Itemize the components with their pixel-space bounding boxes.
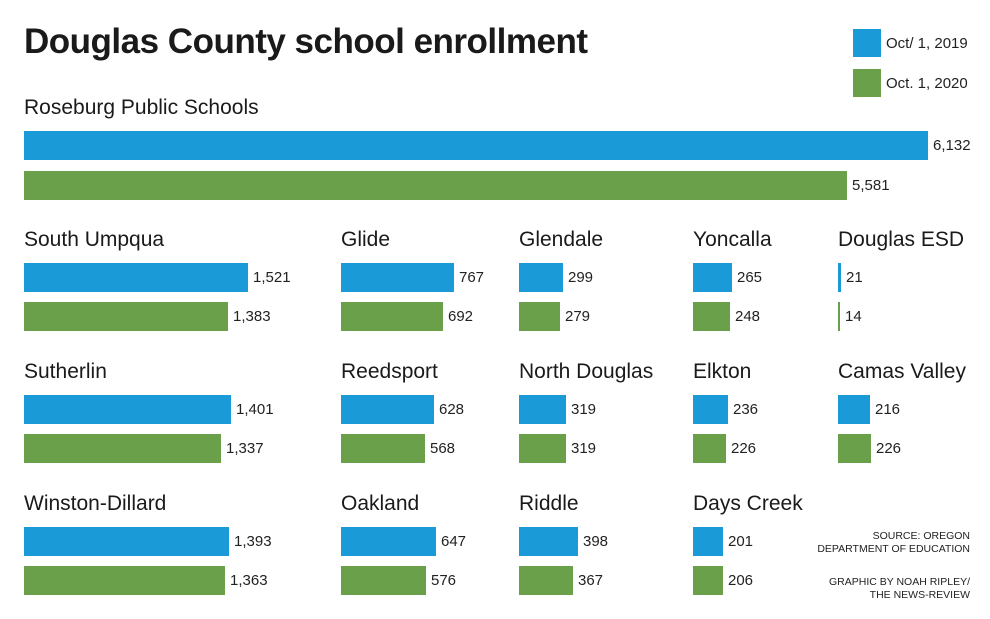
- bar-days-creek-2019: [693, 527, 723, 556]
- value-label-douglas-esd-2020: 14: [845, 308, 862, 325]
- panel-title-days-creek: Days Creek: [693, 492, 803, 515]
- panel-title-reedsport: Reedsport: [341, 360, 438, 383]
- value-label-winston-dillard-2019: 1,393: [234, 533, 272, 550]
- value-label-sutherlin-2020: 1,337: [226, 440, 264, 457]
- value-label-yoncalla-2019: 265: [737, 269, 763, 286]
- bar-north-douglas-2020: [519, 434, 566, 463]
- panel-title-riddle: Riddle: [519, 492, 579, 515]
- panel-title-elkton: Elkton: [693, 360, 752, 383]
- chart-title: Douglas County school enrollment: [24, 22, 588, 61]
- legend-label-2020: Oct. 1, 2020: [886, 74, 968, 92]
- bar-south-umpqua-2020: [24, 302, 228, 331]
- value-label-elkton-2019: 236: [733, 401, 759, 418]
- panel-title-glide: Glide: [341, 228, 391, 251]
- bar-sutherlin-2020: [24, 434, 221, 463]
- bar-yoncalla-2020: [693, 302, 730, 331]
- bar-douglas-esd-2019: [838, 263, 841, 292]
- bar-oakland-2020: [341, 566, 426, 595]
- value-label-oakland-2019: 647: [441, 533, 467, 550]
- bar-camas-valley-2020: [838, 434, 871, 463]
- panel-title-south-umpqua: South Umpqua: [24, 228, 165, 251]
- value-label-south-umpqua-2019: 1,521: [253, 269, 291, 286]
- panel-title-yoncalla: Yoncalla: [693, 228, 772, 251]
- panel-title-glendale: Glendale: [519, 228, 604, 251]
- value-label-sutherlin-2019: 1,401: [236, 401, 274, 418]
- bar-roseburg-public-schools-2019: [24, 131, 928, 160]
- bar-elkton-2020: [693, 434, 726, 463]
- value-label-north-douglas-2019: 319: [571, 401, 597, 418]
- bar-reedsport-2020: [341, 434, 425, 463]
- legend-item-2019: Oct/ 1, 2019: [853, 29, 968, 57]
- value-label-oakland-2020: 576: [431, 572, 457, 589]
- bar-south-umpqua-2019: [24, 263, 248, 292]
- bar-douglas-esd-2020: [838, 302, 840, 331]
- panel-title-camas-valley: Camas Valley: [838, 360, 966, 383]
- panel-title-sutherlin: Sutherlin: [24, 360, 107, 383]
- legend-swatch-2020: [853, 69, 881, 97]
- value-label-glendale-2020: 279: [565, 308, 591, 325]
- bar-elkton-2019: [693, 395, 728, 424]
- value-label-days-creek-2020: 206: [728, 572, 754, 589]
- bar-days-creek-2020: [693, 566, 723, 595]
- value-label-elkton-2020: 226: [731, 440, 757, 457]
- value-label-riddle-2020: 367: [578, 572, 604, 589]
- value-label-douglas-esd-2019: 21: [846, 269, 863, 286]
- value-label-north-douglas-2020: 319: [571, 440, 597, 457]
- legend-item-2020: Oct. 1, 2020: [853, 69, 968, 97]
- value-label-glide-2019: 767: [459, 269, 485, 286]
- value-label-glide-2020: 692: [448, 308, 474, 325]
- panel-title-north-douglas: North Douglas: [519, 360, 654, 383]
- value-label-south-umpqua-2020: 1,383: [233, 308, 271, 325]
- bar-glide-2019: [341, 263, 454, 292]
- credit-note: GRAPHIC BY NOAH RIPLEY/ THE NEWS-REVIEW: [828, 576, 970, 601]
- bar-reedsport-2019: [341, 395, 434, 424]
- bar-oakland-2019: [341, 527, 436, 556]
- bar-roseburg-public-schools-2020: [24, 171, 847, 200]
- value-label-reedsport-2019: 628: [439, 401, 465, 418]
- bar-north-douglas-2019: [519, 395, 566, 424]
- bar-camas-valley-2019: [838, 395, 870, 424]
- source-note: SOURCE: OREGON DEPARTMENT OF EDUCATION: [817, 530, 970, 555]
- value-label-days-creek-2019: 201: [728, 533, 754, 550]
- legend-label-2019: Oct/ 1, 2019: [886, 34, 968, 52]
- bar-yoncalla-2019: [693, 263, 732, 292]
- bar-sutherlin-2019: [24, 395, 231, 424]
- legend-swatch-2019: [853, 29, 881, 57]
- value-label-riddle-2019: 398: [583, 533, 609, 550]
- bar-winston-dillard-2019: [24, 527, 229, 556]
- bar-glendale-2020: [519, 302, 560, 331]
- bar-glide-2020: [341, 302, 443, 331]
- panel-title-winston-dillard: Winston-Dillard: [24, 492, 167, 515]
- value-label-glendale-2019: 299: [568, 269, 594, 286]
- value-label-roseburg-public-schools-2019: 6,132: [933, 137, 971, 154]
- panel-title-roseburg-public-schools: Roseburg Public Schools: [24, 96, 259, 119]
- value-label-camas-valley-2020: 226: [876, 440, 902, 457]
- bar-riddle-2020: [519, 566, 573, 595]
- panel-title-oakland: Oakland: [341, 492, 420, 515]
- bar-riddle-2019: [519, 527, 578, 556]
- value-label-winston-dillard-2020: 1,363: [230, 572, 268, 589]
- panel-title-douglas-esd: Douglas ESD: [838, 228, 965, 251]
- value-label-reedsport-2020: 568: [430, 440, 456, 457]
- value-label-camas-valley-2019: 216: [875, 401, 901, 418]
- value-label-yoncalla-2020: 248: [735, 308, 761, 325]
- bar-winston-dillard-2020: [24, 566, 225, 595]
- value-label-roseburg-public-schools-2020: 5,581: [852, 177, 890, 194]
- bar-glendale-2019: [519, 263, 563, 292]
